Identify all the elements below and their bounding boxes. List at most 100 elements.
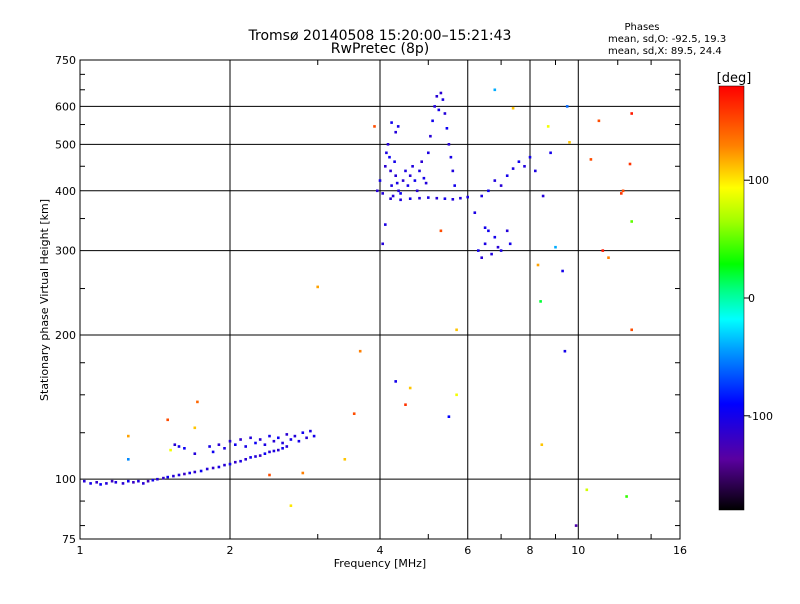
data-point bbox=[459, 196, 462, 200]
x-tick-label: 6 bbox=[464, 544, 471, 557]
data-point bbox=[505, 174, 509, 177]
y-tick-label: 300 bbox=[55, 245, 76, 258]
data-point bbox=[263, 452, 267, 455]
data-point bbox=[391, 194, 395, 198]
data-point bbox=[289, 438, 293, 441]
data-point bbox=[539, 300, 542, 303]
data-point bbox=[427, 151, 430, 155]
phases-heading: Phases bbox=[624, 22, 659, 33]
data-point bbox=[493, 88, 497, 92]
data-point bbox=[211, 450, 215, 454]
data-point bbox=[496, 245, 500, 249]
data-point bbox=[427, 196, 430, 199]
data-point bbox=[517, 160, 521, 163]
data-point bbox=[411, 165, 414, 168]
data-point bbox=[234, 443, 237, 446]
data-point bbox=[162, 476, 165, 480]
data-point bbox=[607, 256, 610, 259]
data-point bbox=[352, 412, 356, 415]
data-point bbox=[254, 455, 257, 458]
data-point bbox=[439, 91, 443, 95]
data-point bbox=[431, 119, 434, 123]
chart-title: Tromsø 20140508 15:20:00–15:21:43 bbox=[248, 28, 512, 44]
data-point bbox=[621, 189, 625, 193]
data-point bbox=[343, 458, 347, 461]
data-point bbox=[263, 443, 267, 446]
data-point bbox=[404, 403, 407, 406]
data-point bbox=[305, 436, 308, 440]
data-point bbox=[511, 167, 515, 170]
data-point bbox=[508, 242, 512, 246]
data-point bbox=[156, 477, 159, 481]
data-point bbox=[451, 169, 455, 173]
data-point bbox=[536, 263, 540, 267]
data-point bbox=[137, 479, 140, 483]
data-point bbox=[83, 479, 86, 483]
data-point bbox=[480, 194, 483, 198]
data-point bbox=[441, 98, 445, 101]
data-point bbox=[483, 226, 487, 229]
colorbar-tick-label: -100 bbox=[748, 410, 773, 423]
data-point bbox=[630, 328, 633, 332]
data-point bbox=[574, 524, 578, 527]
data-point bbox=[589, 158, 593, 161]
data-point bbox=[309, 429, 312, 433]
data-point bbox=[89, 482, 92, 485]
data-point bbox=[223, 447, 226, 450]
data-point bbox=[563, 349, 567, 353]
colorbar bbox=[718, 85, 745, 511]
data-point bbox=[390, 121, 393, 124]
phases-o-mode: mean, sd,O: -92.5, 19.3 bbox=[608, 34, 726, 45]
data-point bbox=[249, 456, 252, 459]
data-point bbox=[404, 169, 407, 173]
data-point bbox=[453, 184, 456, 187]
data-point bbox=[99, 483, 102, 486]
x-tick-label: 1 bbox=[77, 544, 84, 557]
data-point bbox=[258, 438, 262, 441]
data-point bbox=[554, 245, 557, 249]
data-point bbox=[293, 434, 297, 438]
data-point bbox=[239, 459, 242, 463]
data-point bbox=[384, 223, 387, 226]
data-point bbox=[268, 434, 271, 438]
x-axis-label: Frequency [MHz] bbox=[334, 557, 426, 570]
data-point bbox=[301, 431, 305, 434]
data-point bbox=[395, 181, 399, 185]
data-point bbox=[447, 143, 451, 146]
data-point bbox=[177, 445, 181, 448]
data-point bbox=[277, 436, 280, 440]
data-point bbox=[188, 471, 191, 475]
y-tick-label: 500 bbox=[55, 138, 76, 151]
data-point bbox=[561, 269, 564, 273]
data-points bbox=[83, 88, 633, 527]
data-point bbox=[424, 181, 428, 185]
data-point bbox=[499, 184, 503, 187]
data-point bbox=[420, 160, 423, 163]
data-point bbox=[281, 447, 284, 450]
data-point bbox=[625, 495, 628, 498]
data-point bbox=[505, 229, 509, 233]
y-tick-label: 750 bbox=[55, 54, 76, 67]
data-point bbox=[127, 458, 130, 461]
data-point bbox=[447, 415, 451, 418]
data-point bbox=[435, 196, 439, 200]
data-point bbox=[234, 460, 237, 464]
data-point bbox=[173, 443, 177, 446]
data-point bbox=[389, 197, 392, 200]
data-point bbox=[169, 448, 172, 452]
data-point bbox=[114, 481, 118, 484]
data-point bbox=[244, 458, 247, 461]
data-point bbox=[445, 127, 449, 130]
data-point bbox=[301, 471, 305, 475]
data-point bbox=[630, 112, 633, 115]
data-point bbox=[628, 162, 632, 166]
data-point bbox=[193, 470, 197, 474]
data-point bbox=[376, 189, 379, 193]
data-point bbox=[528, 155, 532, 159]
data-point bbox=[373, 125, 376, 128]
data-point bbox=[127, 479, 130, 483]
phases-x-mode: mean, sd,X: 89.5, 24.4 bbox=[608, 46, 722, 57]
data-point bbox=[473, 211, 477, 214]
data-point bbox=[381, 242, 384, 246]
data-point bbox=[422, 176, 426, 180]
